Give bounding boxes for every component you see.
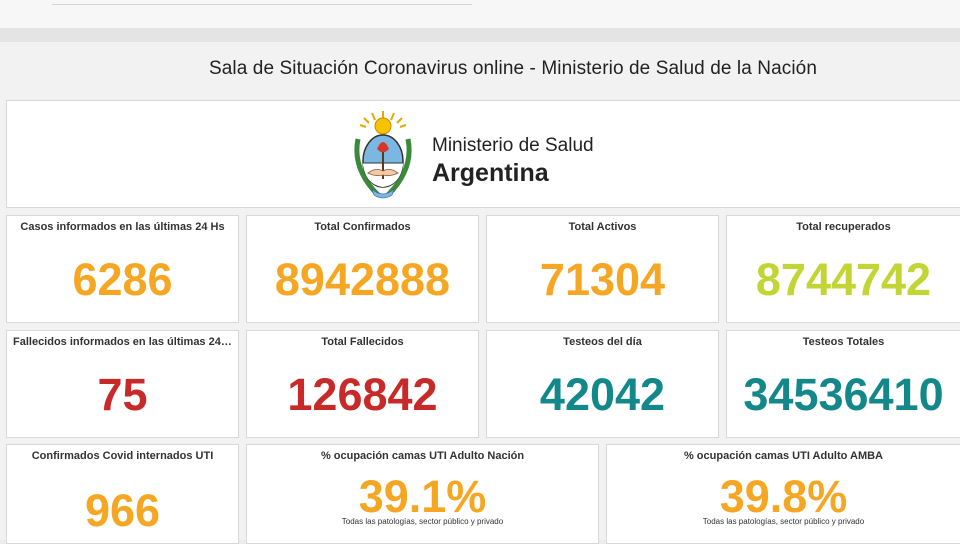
kpi-label: Total Activos: [568, 221, 637, 233]
kpi-card-icu-occupancy-nation[interactable]: % ocupación camas UTI Adulto Nación 39.1…: [246, 444, 599, 544]
kpi-label: % ocupación camas UTI Adulto AMBA: [683, 450, 884, 462]
kpi-card-total-confirmed[interactable]: Total Confirmados 8942888: [246, 215, 479, 323]
kpi-label: Total recuperados: [796, 221, 891, 233]
kpi-value: 8942888: [274, 254, 451, 305]
kpi-card-icu-occupancy-amba[interactable]: % ocupación camas UTI Adulto AMBA 39.8% …: [606, 444, 960, 544]
coat-of-arms-icon: [354, 111, 412, 199]
kpi-value: 39.8%: [719, 471, 848, 522]
org-name-line1: Ministerio de Salud: [432, 135, 594, 156]
kpi-label: Fallecidos informados en las últimas 24 …: [13, 336, 238, 348]
kpi-value: 8744742: [755, 254, 932, 305]
kpi-value: 39.1%: [358, 471, 487, 522]
kpi-value: 71304: [539, 254, 666, 305]
kpi-card-total-recovered[interactable]: Total recuperados 8744742: [726, 215, 960, 323]
top-search-underline[interactable]: [52, 4, 472, 5]
kpi-value: 126842: [287, 369, 438, 420]
kpi-value: 42042: [539, 369, 666, 420]
kpi-subtitle: Todas las patologías, sector público y p…: [341, 517, 504, 526]
kpi-card-total-deaths[interactable]: Total Fallecidos 126842: [246, 330, 479, 438]
kpi-label: Confirmados Covid internados UTI: [31, 450, 214, 462]
kpi-label: Testeos del día: [563, 336, 642, 348]
kpi-value: 75: [97, 369, 148, 420]
kpi-value: 6286: [72, 254, 173, 305]
kpi-label: Total Confirmados: [314, 221, 411, 233]
header-logo-card: Ministerio de Salud Argentina: [6, 100, 960, 208]
kpi-label: Testeos Totales: [802, 336, 885, 348]
kpi-subtitle: Todas las patologías, sector público y p…: [702, 517, 865, 526]
kpi-card-cases-24h[interactable]: Casos informados en las últimas 24 Hs 62…: [6, 215, 239, 323]
kpi-card-total-active[interactable]: Total Activos 71304: [486, 215, 719, 323]
kpi-label: Casos informados en las últimas 24 Hs: [20, 221, 225, 233]
kpi-card-total-tests[interactable]: Testeos Totales 34536410: [726, 330, 960, 438]
kpi-value: 966: [84, 485, 161, 536]
page-title: Sala de Situación Coronavirus online - M…: [208, 58, 818, 79]
kpi-value: 34536410: [743, 369, 944, 420]
org-name-line2: Argentina: [432, 159, 549, 187]
section-gap: [0, 28, 960, 42]
kpi-card-tests-today[interactable]: Testeos del día 42042: [486, 330, 719, 438]
kpi-card-deaths-24h[interactable]: Fallecidos informados en las últimas 24 …: [6, 330, 239, 438]
kpi-label: Total Fallecidos: [321, 336, 404, 348]
kpi-label: % ocupación camas UTI Adulto Nación: [320, 450, 525, 462]
kpi-card-icu-covid[interactable]: Confirmados Covid internados UTI 966: [6, 444, 239, 544]
